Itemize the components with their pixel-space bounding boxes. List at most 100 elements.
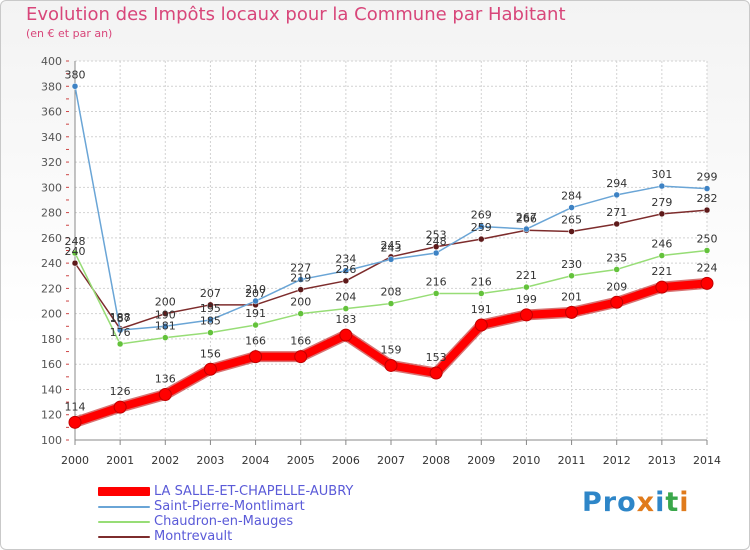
series-1-data-label-2009: 269	[471, 208, 492, 221]
x-tick-label-2003: 2003	[196, 454, 224, 467]
series-3-data-label-2006: 226	[335, 263, 356, 276]
series-2-point-2001	[116, 340, 124, 348]
series-1-data-label-2012: 294	[606, 177, 627, 190]
series-1-data-label-2010: 267	[516, 211, 537, 224]
series-2-data-label-2000: 248	[65, 235, 86, 248]
series-0-point-2004	[249, 350, 263, 364]
series-2-point-2006	[342, 305, 350, 312]
series-1-point-2003	[207, 316, 214, 324]
series-1-data-label-2003: 195	[200, 302, 221, 315]
series-0-data-label-2002: 136	[155, 373, 176, 386]
x-tick-label-2007: 2007	[377, 454, 405, 467]
series-0-point-2008	[429, 366, 443, 380]
logo-part-i: i	[655, 487, 666, 518]
y-tick-label-320: 320	[41, 156, 62, 169]
chart-subtitle: (en € et par an)	[26, 27, 113, 40]
series-2-data-label-2006: 204	[335, 291, 356, 304]
series-2-point-2012	[613, 266, 620, 273]
series-3-data-label-2011: 265	[561, 214, 582, 227]
series-1-data-label-2008: 248	[426, 235, 447, 248]
series-1-point-2005	[297, 276, 304, 283]
x-tick-label-2001: 2001	[106, 454, 134, 467]
series-1-data-label-2005: 227	[290, 262, 311, 275]
x-tick-label-2012: 2012	[603, 454, 631, 467]
legend-swatch-saint-pierre	[98, 505, 150, 508]
series-3-point-2011	[568, 228, 575, 235]
series-2-data-label-2013: 246	[651, 238, 672, 251]
logo-part-x: x	[636, 487, 656, 518]
series-1-point-2004	[252, 297, 259, 305]
series-3-data-label-2014: 282	[697, 192, 718, 205]
series-0-data-label-2014: 224	[697, 261, 718, 274]
series-2-point-2010	[523, 283, 530, 291]
x-tick-label-2013: 2013	[648, 454, 676, 467]
series-2-data-label-2003: 185	[200, 315, 221, 328]
series-2-data-label-2002: 181	[155, 320, 176, 333]
series-2-point-2013	[658, 252, 666, 259]
series-1-data-label-2002: 190	[155, 308, 176, 321]
series-3-point-2006	[342, 277, 350, 285]
y-tick-label-280: 280	[41, 207, 62, 220]
series-3-data-label-2009: 259	[471, 221, 492, 234]
series-0-point-2006	[339, 328, 353, 342]
x-tick-label-2002: 2002	[151, 454, 179, 467]
series-2-point-2014	[703, 247, 711, 254]
series-2-point-2003	[207, 329, 214, 336]
series-1-point-2012	[613, 191, 620, 199]
series-2-data-label-2008: 216	[426, 275, 447, 288]
legend-item-saint-pierre: Saint-Pierre-Montlimart	[98, 499, 353, 514]
series-3-point-2014	[703, 206, 711, 214]
series-0-point-2014	[700, 276, 714, 290]
y-tick-label-160: 160	[41, 358, 62, 371]
x-tick-label-2010: 2010	[512, 454, 540, 467]
series-3-data-label-2005: 219	[290, 272, 311, 285]
series-3-point-2003	[207, 301, 214, 309]
series-0-point-2005	[294, 350, 308, 364]
legend-item-la-salle: LA SALLE-ET-CHAPELLE-AUBRY	[98, 484, 353, 499]
series-0-point-2000	[68, 415, 82, 429]
series-3-point-2005	[297, 286, 304, 293]
series-0-data-label-2006: 183	[335, 313, 356, 326]
series-3-data-label-2002: 200	[155, 296, 176, 309]
series-0-data-label-2008: 153	[426, 351, 447, 364]
series-2-point-2009	[478, 290, 485, 297]
series-2-point-2007	[387, 300, 395, 307]
legend-swatch-chaudron	[98, 520, 150, 523]
series-3-data-label-2003: 207	[200, 287, 221, 300]
legend-item-montrevault: Montrevault	[98, 529, 353, 544]
logo-part-t: t	[665, 487, 680, 518]
series-3-data-label-2008: 253	[426, 229, 447, 242]
series-0-data-label-2005: 166	[290, 335, 311, 348]
series-3-point-2012	[613, 220, 620, 228]
series-1-data-label-2006: 234	[335, 253, 356, 266]
series-2-data-label-2011: 230	[561, 258, 582, 271]
series-2-data-label-2007: 208	[381, 286, 402, 299]
series-0-data-label-2000: 114	[65, 400, 86, 413]
series-0-point-2007	[384, 358, 398, 372]
y-tick-label-240: 240	[41, 257, 62, 270]
x-tick-label-2008: 2008	[422, 454, 450, 467]
series-0-data-label-2011: 201	[561, 290, 582, 303]
legend: LA SALLE-ET-CHAPELLE-AUBRY Saint-Pierre-…	[98, 484, 353, 544]
y-tick-label-140: 140	[41, 383, 62, 396]
series-1-point-2013	[658, 182, 666, 190]
x-tick-label-2004: 2004	[242, 454, 270, 467]
y-tick-label-220: 220	[41, 282, 62, 295]
series-0-point-2012	[610, 295, 624, 309]
series-1-data-label-2007: 243	[381, 241, 402, 254]
series-0-point-2011	[565, 305, 579, 319]
y-tick-label-380: 380	[41, 80, 62, 93]
series-0-data-label-2003: 156	[200, 347, 221, 360]
x-tick-label-2009: 2009	[467, 454, 495, 467]
series-0-point-2002	[158, 388, 172, 402]
series-1-point-2008	[432, 249, 440, 257]
series-2-point-2002	[162, 334, 169, 341]
series-0-data-label-2007: 159	[381, 343, 402, 356]
series-3-data-label-2007: 245	[381, 239, 402, 252]
legend-label-la-salle: LA SALLE-ET-CHAPELLE-AUBRY	[154, 484, 354, 499]
series-1-data-label-2001: 187	[110, 312, 131, 325]
series-3-point-2000	[71, 259, 79, 267]
x-tick-label-2006: 2006	[332, 454, 360, 467]
y-tick-label-340: 340	[41, 131, 62, 144]
